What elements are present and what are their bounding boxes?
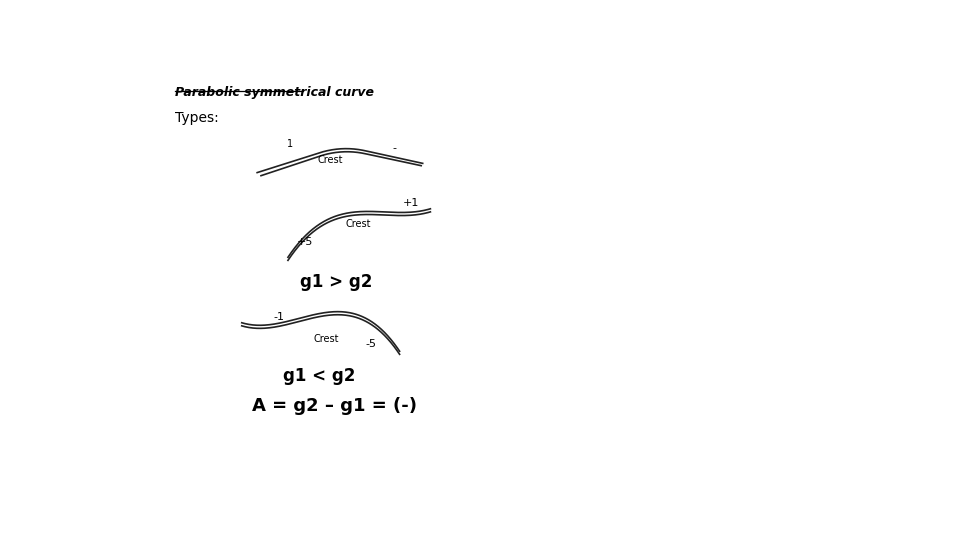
Text: g1 > g2: g1 > g2 [300, 273, 372, 291]
Text: Crest: Crest [346, 219, 372, 229]
Text: -1: -1 [274, 312, 284, 322]
Text: Types:: Types: [175, 111, 219, 125]
Text: A = g2 – g1 = (-): A = g2 – g1 = (-) [252, 397, 417, 415]
Text: +1: +1 [403, 198, 420, 208]
Text: g1 < g2: g1 < g2 [282, 367, 355, 384]
Text: 1: 1 [287, 139, 294, 149]
Text: +5: +5 [297, 237, 313, 247]
Text: Parabolic symmetrical curve: Parabolic symmetrical curve [175, 86, 373, 99]
Text: Crest: Crest [313, 334, 339, 343]
Text: Crest: Crest [317, 155, 343, 165]
Text: -: - [393, 143, 396, 153]
Text: -5: -5 [366, 339, 376, 348]
